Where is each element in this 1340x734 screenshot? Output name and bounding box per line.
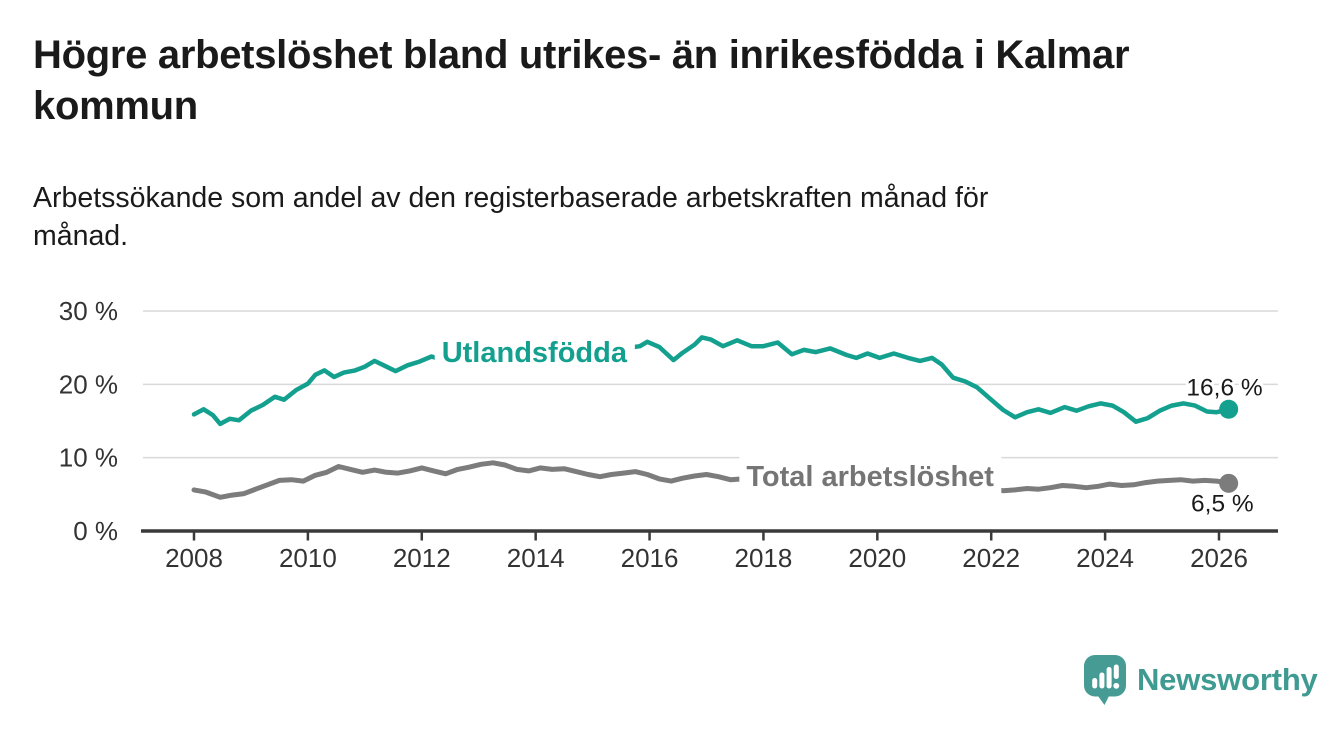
series-line-total-arbetsloshet — [191, 460, 1232, 500]
chart-header: Högre arbetslöshet bland utrikes- än inr… — [33, 30, 1313, 256]
unemployment-line-chart: 2008 2010 2012 2014 2016 2018 2020 2022 2024 2026… — [59, 296, 1278, 573]
series-label-backing — [434, 331, 635, 374]
series-label-total-arbetsloshet: Total arbetslöshet — [746, 461, 994, 493]
y-axis-label: 20 % — [59, 369, 118, 399]
x-axis-label: 2024 — [1076, 543, 1134, 573]
series-end-dot — [1219, 399, 1239, 419]
brand-name: Newsworthy — [1137, 662, 1318, 697]
series-line-utlandsfodda — [191, 335, 1231, 427]
chart-title: Högre arbetslöshet bland utrikes- än inr… — [33, 33, 1130, 129]
end-value-label: 6,5 % — [1191, 490, 1254, 517]
series-end-dot — [1219, 473, 1239, 493]
y-axis-label: 0 % — [73, 516, 118, 546]
series-label-utlandsfodda: Utlandsfödda — [442, 337, 628, 369]
newsworthy-logo: Newsworthy — [1083, 654, 1318, 706]
x-axis-label: 2014 — [507, 543, 565, 573]
x-axis-label: 2026 — [1190, 543, 1248, 573]
x-axis-label: 2010 — [279, 543, 337, 573]
y-axis-label: 30 % — [59, 296, 118, 326]
chart-subtitle: Arbetssökande som andel av den registerb… — [33, 182, 989, 253]
end-value-label: 16,6 % — [1186, 374, 1262, 401]
y-axis-label: 10 % — [59, 443, 118, 473]
x-axis-label: 2020 — [848, 543, 906, 573]
x-axis-label: 2022 — [962, 543, 1020, 573]
newsworthy-speech-bubble-icon — [1084, 655, 1126, 705]
x-axis-label: 2018 — [735, 543, 793, 573]
x-axis-label: 2016 — [621, 543, 679, 573]
series-label-backing — [739, 455, 1002, 498]
x-axis-label: 2008 — [165, 543, 223, 573]
x-axis-label: 2012 — [393, 543, 451, 573]
